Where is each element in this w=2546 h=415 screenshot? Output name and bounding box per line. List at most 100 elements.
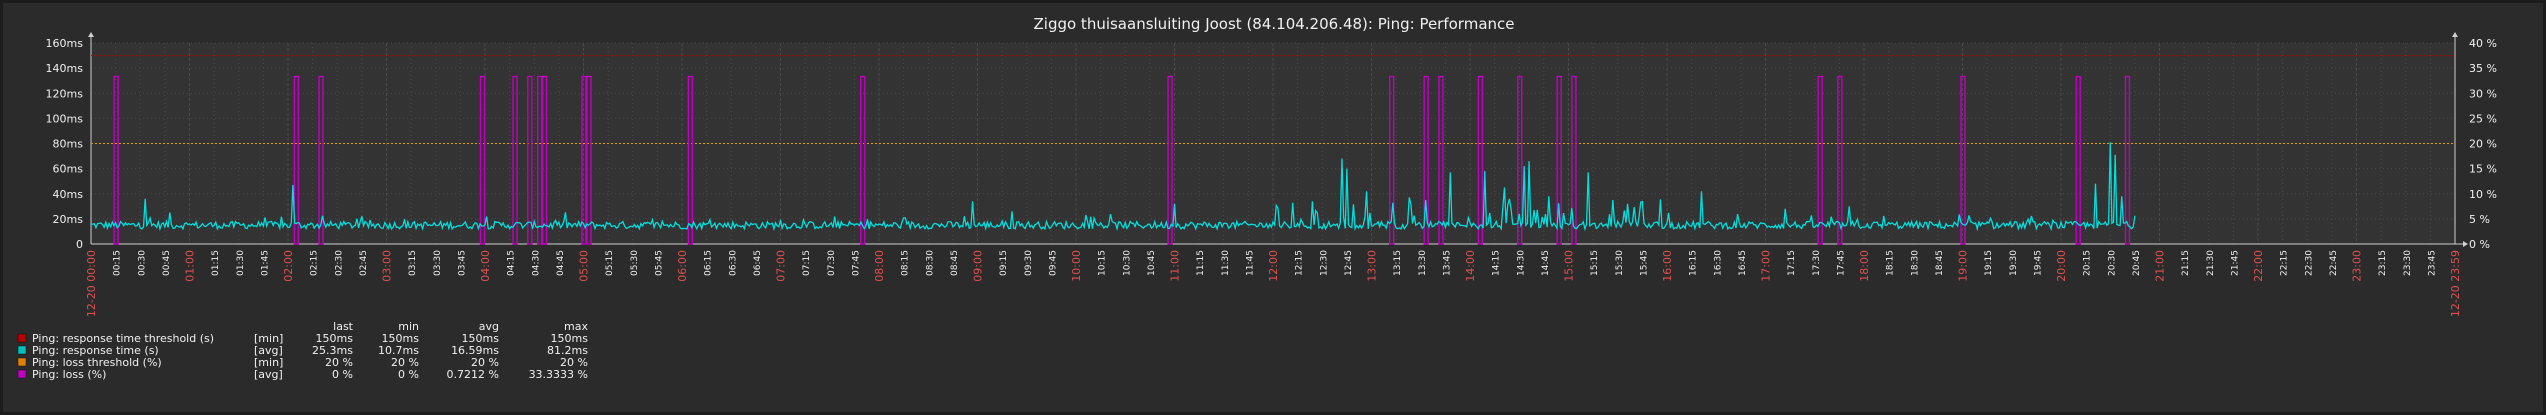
x-axis-tick-label: 14:15 [1492,250,1502,276]
x-axis-tick-label: 17:15 [1787,250,1797,276]
legend-header-min: min [398,320,419,333]
loss-event-bar [1960,75,1966,245]
legend-value-min: 0 % [398,368,419,381]
x-axis-tick-label: 15:45 [1639,250,1649,276]
loss-event-bar [1556,75,1562,245]
legend-value-avg: 20 % [471,356,499,369]
x-axis-tick-label: 14:30 [1516,250,1526,276]
x-axis-tick-label: 03:30 [433,250,443,276]
x-axis-tick-label: 09:30 [1024,250,1034,276]
right-axis-tick-label: 15 % [2469,163,2497,176]
x-axis-tick-label: 14:45 [1541,250,1551,276]
loss-event-bar [1817,75,1823,245]
legend-label: Ping: loss threshold (%) [32,356,162,369]
loss-event-bar [1388,75,1395,245]
x-axis-tick-label: 06:15 [704,250,714,276]
x-axis-tick-label: 23:30 [2403,250,2413,276]
left-axis-tick-label: 140ms [46,62,84,75]
legend-label: Ping: loss (%) [32,368,106,381]
x-axis-tick-label: 18:45 [1935,250,1945,276]
x-axis-tick-label: 12:45 [1344,250,1354,276]
legend-value-min: 10.7ms [378,344,419,357]
x-axis-tick-label: 01:30 [236,250,246,276]
legend-value-min: 150ms [382,332,420,345]
x-axis-tick-label: 23:15 [2378,250,2388,276]
x-axis-tick-label: 09:15 [999,250,1009,276]
x-axis-tick-label: 22:15 [2280,250,2290,276]
legend-function: [min] [254,332,283,345]
left-axis-tick-label: 100ms [46,112,84,125]
x-axis-tick-label: 15:30 [1615,250,1625,276]
x-axis-tick-label: 18:15 [1886,250,1896,276]
x-axis-tick-label: 02:45 [359,250,369,276]
x-axis-tick-label: 18:00 [1858,250,1871,282]
x-axis-tick-label: 20:30 [2107,250,2117,276]
legend-header-avg: avg [479,320,499,333]
x-axis-tick-label: 04:45 [556,250,566,276]
x-axis-tick-label: 16:45 [1738,250,1748,276]
x-axis-start-label: 12-20 00:00 [85,250,98,317]
x-axis-tick-label: 08:00 [873,250,886,282]
legend-label: Ping: response time (s) [32,344,159,357]
x-axis-tick-label: 02:15 [310,250,320,276]
loss-event-bar [113,75,119,245]
x-axis-tick-label: 10:00 [1070,250,1083,282]
x-axis-tick-label: 00:30 [137,250,147,276]
x-axis-tick-label: 01:45 [260,250,270,276]
loss-event-bar [2124,75,2131,245]
left-axis-tick-label: 120ms [46,87,84,100]
x-axis-tick-label: 05:15 [605,250,615,276]
x-axis-tick-label: 11:45 [1245,250,1255,276]
x-axis-tick-label: 19:15 [1984,250,1994,276]
legend-value-avg: 16.59ms [451,344,499,357]
right-axis-tick-label: 0 % [2469,238,2490,251]
x-axis-tick-label: 14:00 [1464,250,1477,282]
x-axis-tick-label: 12:15 [1295,250,1305,276]
x-axis-tick-label: 17:00 [1760,250,1773,282]
loss-event-bar [1167,75,1173,245]
x-axis-tick-label: 05:30 [630,250,640,276]
legend-value-max: 33.3333 % [529,368,588,381]
right-axis-tick-label: 30 % [2469,87,2497,100]
x-axis-tick-label: 08:45 [950,250,960,276]
x-axis-tick-label: 09:00 [972,250,985,282]
loss-event-bar [1837,75,1843,245]
legend-swatch [17,345,27,355]
x-axis-tick-label: 22:30 [2304,250,2314,276]
x-axis-tick-label: 21:45 [2230,250,2240,276]
left-axis-tick-label: 20ms [53,213,84,226]
right-axis-tick-label: 20 % [2469,138,2497,151]
loss-event-bar [293,75,300,245]
x-axis-tick-label: 02:00 [282,250,295,282]
x-axis-end-label: 12-20 23:59 [2449,250,2462,317]
x-axis-tick-label: 20:00 [2055,250,2068,282]
loss-event-bar [536,75,543,245]
response-time-series-line [90,142,2136,232]
chart-title: Ziggo thuisaansluiting Joost (84.104.206… [1034,15,1515,33]
x-axis-tick-label: 08:30 [925,250,935,276]
x-axis-tick-label: 17:30 [1812,250,1822,276]
x-axis-tick-label: 09:45 [1048,250,1058,276]
x-axis-tick-label: 11:30 [1221,250,1231,276]
x-axis-tick-label: 02:30 [334,250,344,276]
legend-value-last: 25.3ms [312,344,353,357]
x-axis-tick-label: 06:30 [728,250,738,276]
legend-swatch [17,333,27,343]
x-axis-tick-label: 23:45 [2427,250,2437,276]
x-axis-tick-label: 05:00 [578,250,591,282]
legend-swatch [17,357,27,367]
performance-chart: 0 20ms 40ms 60ms 80ms 100ms 120ms 140ms 160ms 0 %… [17,15,2497,381]
x-axis-tick-label: 13:15 [1393,250,1403,276]
legend-function: [avg] [254,368,283,381]
x-axis-tick-label: 10:15 [1098,250,1108,276]
x-axis-tick-label: 03:15 [408,250,418,276]
legend-value-last: 0 % [332,368,353,381]
x-axis-arrow [2463,241,2468,247]
x-axis-tick-label: 04:00 [479,250,492,282]
legend-function: [avg] [254,344,283,357]
x-axis-tick-label: 10:30 [1122,250,1132,276]
x-axis-tick-label: 01:00 [184,250,197,282]
left-axis-arrow [88,32,94,37]
legend-value-min: 20 % [391,356,419,369]
legend-function: [min] [254,356,283,369]
